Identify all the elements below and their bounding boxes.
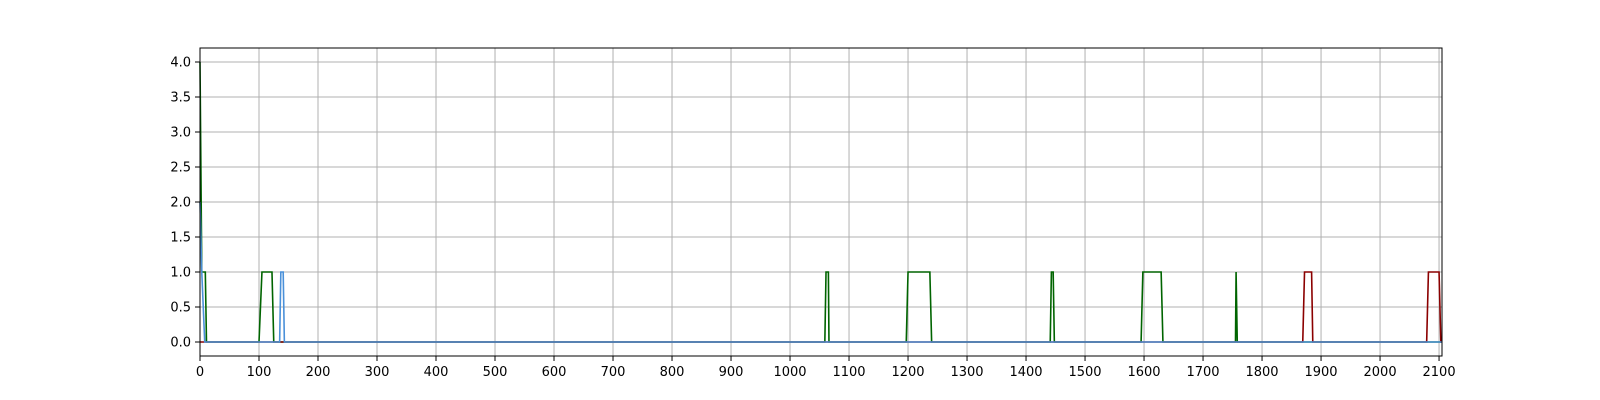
x-tick-label-20: 2000: [1364, 365, 1397, 380]
data-series: [199, 61, 1442, 343]
x-tick-label-8: 800: [660, 365, 685, 380]
x-tick-label-10: 1000: [773, 365, 806, 380]
x-tick-label-11: 1100: [832, 365, 865, 380]
grid-lines: [199, 48, 1442, 356]
x-tick-label-21: 2100: [1423, 365, 1456, 380]
y-tick-label-7: 3.5: [170, 91, 191, 106]
y-tick-label-4: 2.0: [170, 196, 191, 211]
x-tick-label-1: 100: [247, 365, 272, 380]
x-tick-label-2: 200: [306, 365, 331, 380]
y-tick-label-8: 4.0: [170, 56, 191, 71]
y-tick-label-5: 2.5: [170, 161, 191, 176]
y-tick-label-0: 0.0: [170, 336, 191, 351]
y-tick-label-1: 0.5: [170, 301, 191, 316]
x-axis-ticks: 0 100 200 300 400 500 600 700 800 900 1000 1100 1200…: [196, 356, 1456, 380]
x-tick-label-13: 1300: [950, 365, 983, 380]
y-tick-label-2: 1.0: [170, 266, 191, 281]
x-tick-label-3: 300: [365, 365, 390, 380]
series-line-2: [199, 201, 1442, 343]
x-tick-label-4: 400: [424, 365, 449, 380]
x-tick-label-16: 1600: [1127, 365, 1160, 380]
x-tick-label-14: 1400: [1009, 365, 1042, 380]
x-tick-label-0: 0: [196, 365, 204, 380]
x-tick-label-19: 1900: [1304, 365, 1337, 380]
x-tick-label-7: 700: [601, 365, 626, 380]
x-tick-label-6: 600: [542, 365, 567, 380]
x-tick-label-18: 1800: [1245, 365, 1278, 380]
x-tick-label-15: 1500: [1068, 365, 1101, 380]
series-line-0: [199, 61, 1442, 343]
y-tick-label-6: 3.0: [170, 126, 191, 141]
x-tick-label-9: 900: [719, 365, 744, 380]
y-tick-label-3: 1.5: [170, 231, 191, 246]
x-tick-label-5: 500: [483, 365, 508, 380]
x-tick-label-17: 1700: [1186, 365, 1219, 380]
y-axis-ticks: 0.0 0.5 1.0 1.5 2.0 2.5 3.0 3.5 4.0: [170, 56, 200, 351]
x-tick-label-12: 1200: [891, 365, 924, 380]
